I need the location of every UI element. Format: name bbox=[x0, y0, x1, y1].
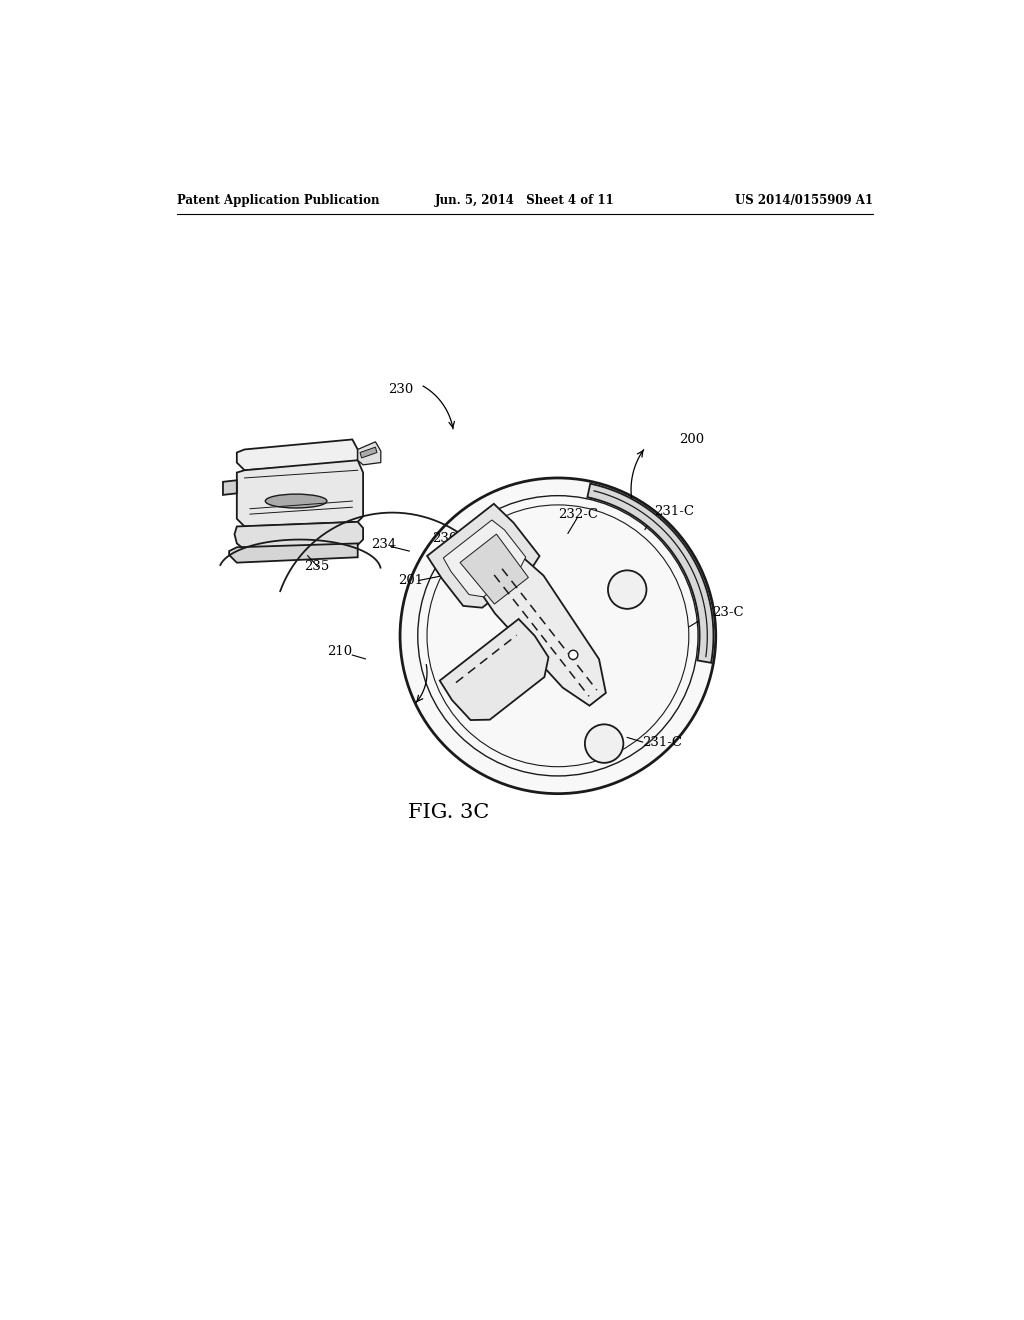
Text: 200: 200 bbox=[679, 433, 703, 446]
Polygon shape bbox=[357, 442, 381, 465]
Text: 210: 210 bbox=[328, 645, 352, 659]
Text: 235: 235 bbox=[304, 560, 329, 573]
Polygon shape bbox=[223, 480, 237, 495]
Circle shape bbox=[585, 725, 624, 763]
Polygon shape bbox=[427, 504, 540, 607]
Polygon shape bbox=[237, 461, 364, 527]
Text: 231-C: 231-C bbox=[643, 735, 683, 748]
Circle shape bbox=[608, 570, 646, 609]
Ellipse shape bbox=[265, 494, 327, 508]
Polygon shape bbox=[588, 483, 714, 663]
Polygon shape bbox=[237, 440, 357, 470]
Text: US 2014/0155909 A1: US 2014/0155909 A1 bbox=[735, 194, 872, 207]
Text: 235: 235 bbox=[486, 677, 512, 690]
Polygon shape bbox=[460, 535, 606, 706]
Text: 201: 201 bbox=[398, 574, 424, 587]
Text: 230: 230 bbox=[388, 383, 414, 396]
Text: Jun. 5, 2014   Sheet 4 of 11: Jun. 5, 2014 Sheet 4 of 11 bbox=[435, 194, 614, 207]
Text: 202: 202 bbox=[478, 516, 504, 529]
Polygon shape bbox=[460, 535, 528, 605]
Text: 23-C: 23-C bbox=[712, 606, 743, 619]
Polygon shape bbox=[443, 520, 525, 597]
Text: 234: 234 bbox=[371, 539, 396, 552]
Text: FIG. 3C: FIG. 3C bbox=[408, 804, 489, 822]
Polygon shape bbox=[360, 447, 377, 458]
Text: 230: 230 bbox=[432, 532, 458, 545]
Text: 232-C: 232-C bbox=[558, 508, 598, 520]
Text: Patent Application Publication: Patent Application Publication bbox=[177, 194, 379, 207]
Text: 231-C: 231-C bbox=[654, 504, 694, 517]
Polygon shape bbox=[234, 521, 364, 549]
Polygon shape bbox=[229, 544, 357, 562]
Circle shape bbox=[568, 651, 578, 660]
Polygon shape bbox=[439, 619, 549, 719]
Circle shape bbox=[400, 478, 716, 793]
